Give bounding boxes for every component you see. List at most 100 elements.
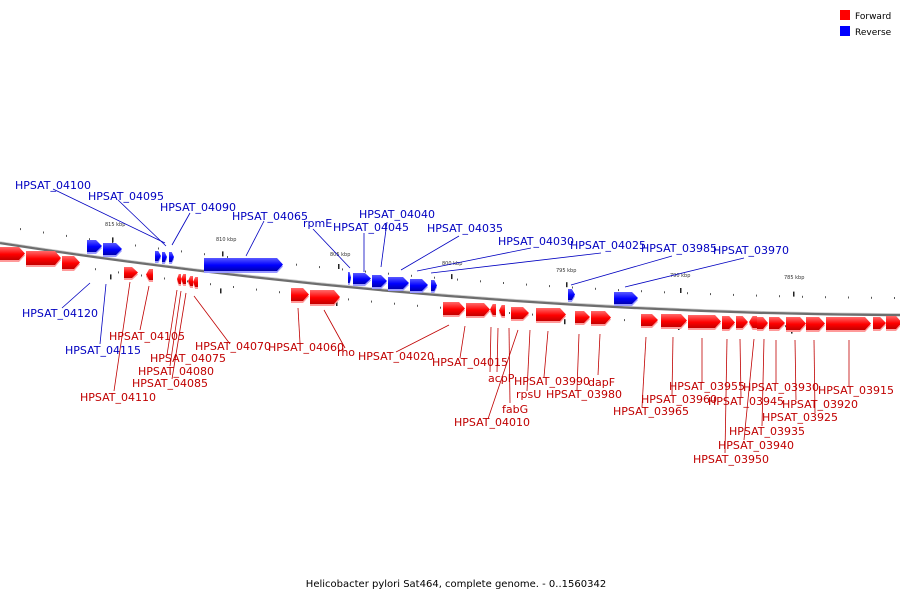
forward-gene-arrow[interactable]: [736, 316, 748, 328]
legend-reverse-label: Reverse: [855, 28, 892, 38]
reverse-gene-arrow[interactable]: [87, 240, 102, 252]
gene-label-hpsat-03990: HPSAT_03990: [514, 375, 590, 388]
forward-gene-arrow[interactable]: [291, 288, 309, 301]
ruler-major-tick: [336, 301, 338, 306]
forward-gene-arrow[interactable]: [886, 316, 900, 329]
leader-line: [570, 255, 673, 286]
ruler-major-tick: [793, 291, 795, 297]
gene-label-hpsat-04120: HPSAT_04120: [22, 307, 98, 320]
gene-label-hpsat-04040: HPSAT_04040: [359, 208, 435, 221]
reverse-gene-arrow[interactable]: [169, 252, 174, 262]
reverse-gene-arrow[interactable]: [372, 275, 387, 287]
gene-label-hpsat-04075: HPSAT_04075: [150, 352, 226, 365]
ruler-tick: [233, 286, 234, 288]
gene-label-hpsat-04060: HPSAT_04060: [268, 341, 344, 354]
legend-forward-swatch: [840, 10, 850, 20]
forward-gene-arrow[interactable]: [873, 317, 886, 329]
reverse-gene-arrow[interactable]: [348, 272, 351, 283]
forward-gene-arrow[interactable]: [641, 314, 658, 326]
forward-gene-arrow[interactable]: [0, 247, 25, 260]
gene-label-hpsat-03915: HPSAT_03915: [818, 384, 894, 397]
reverse-gene-arrow[interactable]: [103, 243, 122, 255]
reverse-gene-arrow[interactable]: [353, 273, 371, 284]
ruler-tick: [825, 296, 826, 299]
ruler-label-815: 815 kbp: [105, 222, 125, 228]
forward-gene-arrow[interactable]: [511, 307, 529, 319]
ruler-tick: [687, 292, 688, 295]
leader-line: [489, 326, 492, 373]
reverse-gene-arrow[interactable]: [410, 279, 428, 291]
ruler-major-tick: [222, 251, 224, 257]
forward-gene-arrow[interactable]: [62, 256, 80, 269]
ruler-major-tick: [566, 282, 568, 288]
ruler-tick: [164, 277, 165, 280]
forward-gene-arrow[interactable]: [536, 308, 566, 321]
gene-label-hpsat-03950: HPSAT_03950: [693, 453, 769, 466]
forward-gene-arrow[interactable]: [826, 317, 871, 330]
leader-line: [193, 295, 231, 345]
leader-line: [171, 292, 187, 380]
forward-gene-arrow[interactable]: [786, 317, 806, 330]
reverse-gene-arrow[interactable]: [614, 292, 638, 304]
leader-line: [496, 327, 499, 373]
gene-label-hpsat-04045: HPSAT_04045: [333, 221, 409, 234]
forward-gene-arrow[interactable]: [177, 274, 181, 284]
reverse-gene-arrow[interactable]: [568, 289, 575, 300]
gene-label-hpsat-03940: HPSAT_03940: [718, 439, 794, 452]
forward-gene-arrow[interactable]: [722, 316, 735, 329]
reverse-gene-arrow[interactable]: [155, 251, 161, 261]
leader-line: [624, 257, 745, 288]
gene-label-acpp: acpP: [488, 372, 515, 385]
forward-gene-arrow[interactable]: [661, 314, 687, 327]
ruler-tick: [95, 268, 96, 271]
ruler-tick: [802, 295, 803, 298]
ruler-tick: [480, 280, 481, 283]
forward-gene-arrow[interactable]: [749, 316, 757, 328]
reverse-gene-arrow[interactable]: [162, 252, 167, 262]
ruler-label-785: 785 kbp: [784, 275, 804, 281]
ruler-tick: [848, 296, 849, 299]
ruler-tick: [894, 297, 895, 299]
forward-gene-arrow[interactable]: [181, 274, 186, 284]
gene-label-hpsat-03980: HPSAT_03980: [546, 388, 622, 401]
forward-gene-arrow[interactable]: [757, 317, 768, 329]
ruler-tick: [532, 313, 533, 316]
gene-label-hpsat-03960: HPSAT_03960: [641, 393, 717, 406]
forward-gene-arrow[interactable]: [591, 311, 611, 324]
leader-line: [312, 228, 351, 269]
forward-gene-arrow[interactable]: [499, 305, 505, 316]
forward-gene-arrow[interactable]: [193, 277, 198, 287]
ruler-tick: [66, 234, 67, 237]
forward-gene-arrow[interactable]: [806, 317, 825, 330]
forward-gene-arrow[interactable]: [769, 317, 785, 329]
reverse-gene-arrow[interactable]: [431, 280, 437, 291]
legend-forward-label: Forward: [855, 12, 891, 22]
forward-gene-arrow[interactable]: [310, 290, 340, 304]
ruler-tick: [664, 291, 665, 294]
ruler-major-tick: [451, 274, 453, 280]
ruler-tick: [779, 295, 780, 298]
forward-gene-arrow[interactable]: [188, 276, 193, 286]
forward-gene-arrow[interactable]: [146, 269, 153, 280]
ruler-tick: [549, 285, 550, 288]
forward-gene-arrow[interactable]: [688, 315, 721, 328]
reverse-gene-arrow[interactable]: [388, 277, 409, 289]
ruler-tick: [641, 290, 642, 293]
leader-line: [99, 283, 107, 345]
ruler-tick: [118, 271, 119, 274]
forward-gene-arrow[interactable]: [490, 304, 496, 315]
ruler-tick: [756, 294, 757, 297]
forward-gene-arrow[interactable]: [26, 251, 61, 265]
ruler-tick: [135, 244, 136, 247]
ruler-label-790: 790 kbp: [670, 273, 690, 279]
forward-gene-arrow[interactable]: [443, 302, 465, 315]
reverse-gene-arrow[interactable]: [204, 258, 283, 271]
forward-gene-arrow[interactable]: [124, 267, 138, 278]
leader-line: [380, 221, 388, 268]
gene-label-hpsat-04010: HPSAT_04010: [454, 416, 530, 429]
forward-gene-arrow[interactable]: [575, 311, 590, 323]
gene-label-hpsat-04035: HPSAT_04035: [427, 222, 503, 235]
forward-gene-arrow[interactable]: [466, 303, 490, 316]
gene-label-rho: rho: [337, 346, 355, 359]
leader-line: [61, 282, 91, 309]
